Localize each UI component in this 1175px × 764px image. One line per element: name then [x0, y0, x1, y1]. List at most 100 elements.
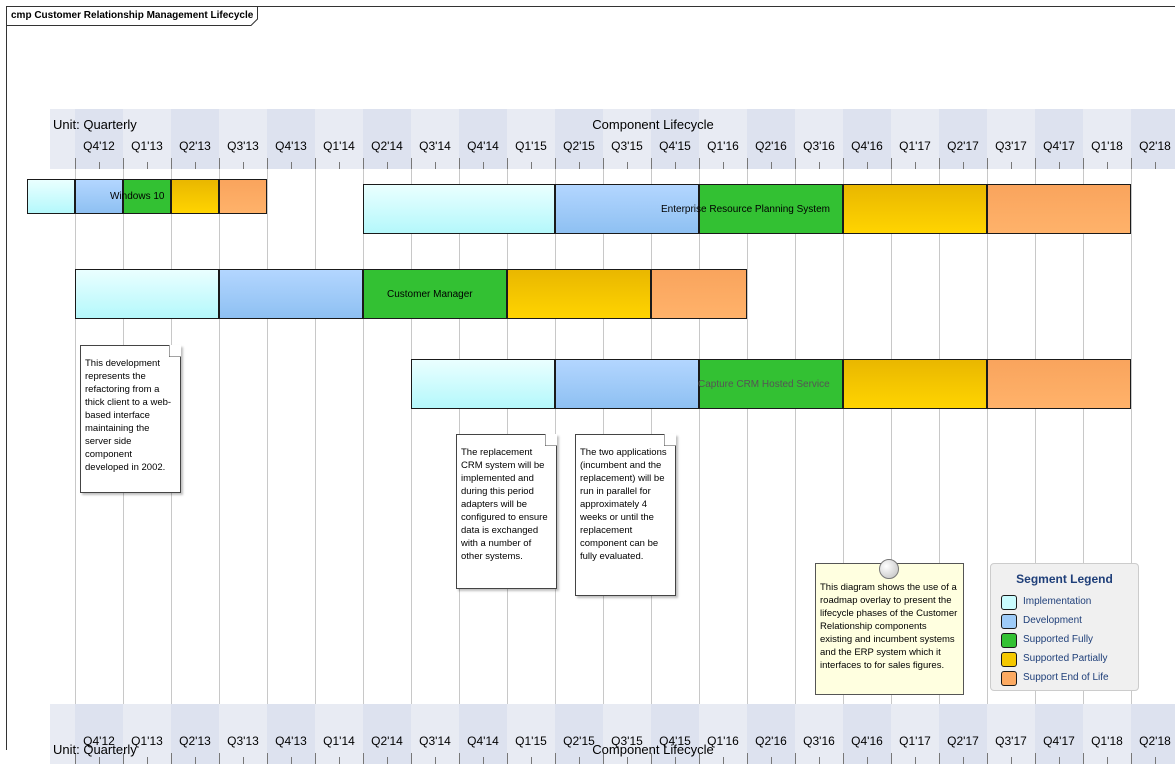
note-replacement-crm[interactable]: The replacement CRM system will be imple…: [456, 434, 557, 589]
diagram-frame-tab: cmp Customer Relationship Management Lif…: [6, 6, 258, 26]
component-bar-customer-manager[interactable]: Customer Manager: [75, 269, 747, 319]
segment-implementation[interactable]: [27, 179, 75, 214]
segment-supported-fully[interactable]: [363, 269, 507, 319]
timeline-header-bottom: Q4'12 Q1'13 Q2'13 Q3'13 Q4'13 Q1'14 Q2'14 Q3'14…: [50, 704, 1175, 764]
tick-mark: [867, 162, 868, 169]
tick-mark: [483, 757, 484, 764]
quarter-label-q1-14: Q1'14: [323, 139, 355, 153]
segment-supported-partially[interactable]: [843, 359, 987, 409]
segment-development[interactable]: [75, 179, 123, 214]
tick-mark: [387, 757, 388, 764]
segment-implementation[interactable]: [363, 184, 555, 234]
legend-swatch: [1001, 614, 1017, 629]
legend-label: Supported Partially: [1023, 653, 1108, 664]
tick-mark: [195, 757, 196, 764]
quarter-label-q2-18: Q2'18: [1139, 139, 1171, 153]
note-fold-icon: [664, 434, 676, 446]
header-band: [363, 109, 411, 169]
component-bar-erp-system[interactable]: Enterprise Resource Planning System: [363, 184, 1131, 234]
quarter-label-q4-12: Q4'12: [83, 139, 115, 153]
quarter-label-q1-15: Q1'15: [515, 139, 547, 153]
quarter-label-q1-13: Q1'13: [131, 734, 163, 748]
quarter-label-q3-13: Q3'13: [227, 139, 259, 153]
segment-supported-partially[interactable]: [507, 269, 651, 319]
tick-mark: [1011, 162, 1012, 169]
legend-label: Implementation: [1023, 596, 1092, 607]
header-band: [699, 109, 747, 169]
header-band: [1035, 109, 1083, 169]
header-band: [219, 109, 267, 169]
tick-mark: [699, 158, 700, 169]
segment-supported-fully[interactable]: [123, 179, 171, 214]
segment-legend[interactable]: Segment Legend Implementation Developmen…: [990, 563, 1139, 691]
header-band: [843, 109, 891, 169]
tick-mark: [267, 158, 268, 169]
component-bar-capture-crm[interactable]: Capture CRM Hosted Service: [411, 359, 1131, 409]
quarter-label-q4-16: Q4'16: [851, 139, 883, 153]
tick-mark: [1035, 158, 1036, 169]
tick-mark: [1131, 158, 1132, 169]
header-band: [315, 109, 363, 169]
tick-mark: [147, 162, 148, 169]
segment-implementation[interactable]: [411, 359, 555, 409]
timeline-unit-label: Unit: Quarterly: [53, 117, 137, 132]
quarter-label-q4-16: Q4'16: [851, 734, 883, 748]
segment-supported-fully[interactable]: [699, 359, 843, 409]
quarter-label-q1-17: Q1'17: [899, 139, 931, 153]
quarter-label-q2-18: Q2'18: [1139, 734, 1171, 748]
quarter-label-q1-16: Q1'16: [707, 139, 739, 153]
note-text: The replacement CRM system will be imple…: [461, 447, 548, 562]
note-fold-icon: [545, 434, 557, 446]
segment-supported-partially[interactable]: [843, 184, 987, 234]
quarter-label-q3-17: Q3'17: [995, 139, 1027, 153]
segment-development[interactable]: [555, 359, 699, 409]
roadmap-overlay-note[interactable]: This diagram shows the use of a roadmap …: [815, 563, 964, 695]
quarter-label-q3-16: Q3'16: [803, 139, 835, 153]
note-text: The two applications (incumbent and the …: [580, 447, 667, 562]
tick-mark: [1155, 162, 1156, 169]
quarter-label-q2-14: Q2'14: [371, 734, 403, 748]
tick-mark: [795, 158, 796, 169]
quarter-label-q2-15: Q2'15: [563, 734, 595, 748]
header-band: [987, 109, 1035, 169]
header-band: [939, 109, 987, 169]
segment-development[interactable]: [219, 269, 363, 319]
segment-implementation[interactable]: [75, 269, 219, 319]
tick-mark: [459, 158, 460, 169]
quarter-label-q2-15: Q2'15: [563, 139, 595, 153]
diagram-title: cmp Customer Relationship Management Lif…: [11, 10, 254, 21]
note-parallel-run[interactable]: The two applications (incumbent and the …: [575, 434, 676, 596]
segment-supported-fully[interactable]: [699, 184, 843, 234]
tick-mark: [339, 757, 340, 764]
tick-mark: [315, 158, 316, 169]
segment-supported-partially[interactable]: [171, 179, 219, 214]
tick-mark: [75, 158, 76, 169]
segment-support-end[interactable]: [987, 359, 1131, 409]
quarter-label-q3-14: Q3'14: [419, 734, 451, 748]
header-band: [1131, 109, 1175, 169]
component-bar-windows-10[interactable]: Windows 10: [27, 179, 267, 214]
frame-tab-shape: [6, 6, 258, 26]
segment-support-end[interactable]: [219, 179, 267, 214]
tick-mark: [1155, 757, 1156, 764]
tick-mark: [579, 162, 580, 169]
quarter-label-q1-17: Q1'17: [899, 734, 931, 748]
header-band: [75, 109, 123, 169]
overlay-note-text: This diagram shows the use of a roadmap …: [820, 582, 958, 671]
segment-support-end[interactable]: [987, 184, 1131, 234]
header-band: [507, 109, 555, 169]
tick-mark: [651, 158, 652, 169]
tick-mark: [1107, 757, 1108, 764]
segment-development[interactable]: [555, 184, 699, 234]
tick-mark: [243, 757, 244, 764]
diagram-frame: [6, 6, 1175, 750]
legend-label: Supported Fully: [1023, 634, 1094, 645]
segment-support-end[interactable]: [651, 269, 747, 319]
tick-mark: [915, 757, 916, 764]
quarter-label-q3-15: Q3'15: [611, 139, 643, 153]
legend-swatch: [1001, 652, 1017, 667]
tick-mark: [435, 162, 436, 169]
quarter-label-q3-14: Q3'14: [419, 139, 451, 153]
note-refactoring[interactable]: This development represents the refactor…: [80, 345, 181, 493]
quarter-label-q4-12: Q4'12: [83, 734, 115, 748]
